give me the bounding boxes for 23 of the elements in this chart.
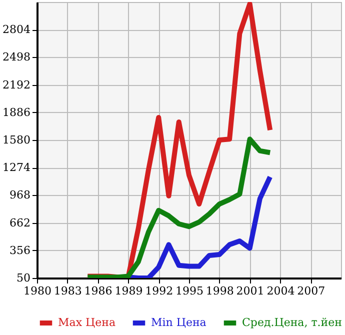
x-tick-label: 1992 <box>145 284 174 298</box>
legend-label: Min Цена <box>151 316 207 329</box>
y-tick-label: 1580 <box>2 134 30 146</box>
y-tick-label: 50 <box>16 272 30 284</box>
legend-label: Max Цена <box>58 316 116 329</box>
x-tick-label: 1983 <box>54 284 82 298</box>
x-tick-label: 2007 <box>297 284 326 298</box>
y-tick-label: 356 <box>10 244 30 257</box>
y-tick-label: 1886 <box>2 106 30 119</box>
y-tick-label: 2804 <box>2 23 30 36</box>
legend-label: Сред.Цена, т.йен <box>242 316 342 329</box>
x-tick-label: 1998 <box>206 284 234 298</box>
x-tick-label: 1986 <box>84 284 112 298</box>
y-tick-label: 2498 <box>2 50 30 64</box>
y-tick-label: 1274 <box>2 161 30 174</box>
x-tick-label: 2004 <box>266 284 295 298</box>
y-tick-label: 2192 <box>2 78 30 92</box>
x-tick-label: 2001 <box>236 284 264 298</box>
x-tick-label: 1989 <box>114 284 143 298</box>
x-tick-label: 1980 <box>24 284 52 298</box>
y-tick-label: 662 <box>10 216 30 230</box>
x-tick-label: 1995 <box>176 284 204 298</box>
y-tick-label: 968 <box>10 188 30 202</box>
